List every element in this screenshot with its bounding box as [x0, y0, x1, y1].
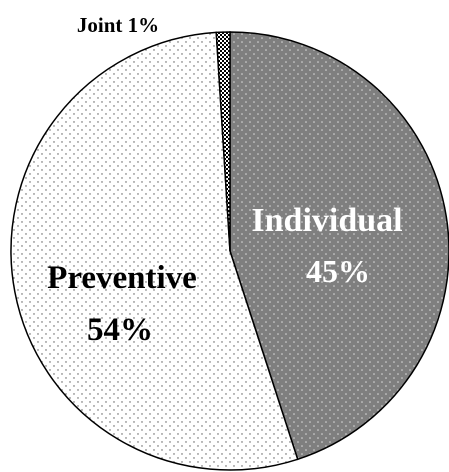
slice-label-preventive-percent: 54% [87, 312, 153, 348]
pie-slice-individual [229, 31, 449, 461]
slice-label-individual: Individual [251, 202, 402, 239]
pie-slice-joint [215, 31, 231, 252]
slice-label-individual-percent: 45% [306, 253, 370, 289]
pie-slice-preventive [10, 31, 299, 471]
slice-label-preventive: Preventive [47, 260, 197, 296]
slice-label-joint: Joint 1% [77, 13, 159, 37]
